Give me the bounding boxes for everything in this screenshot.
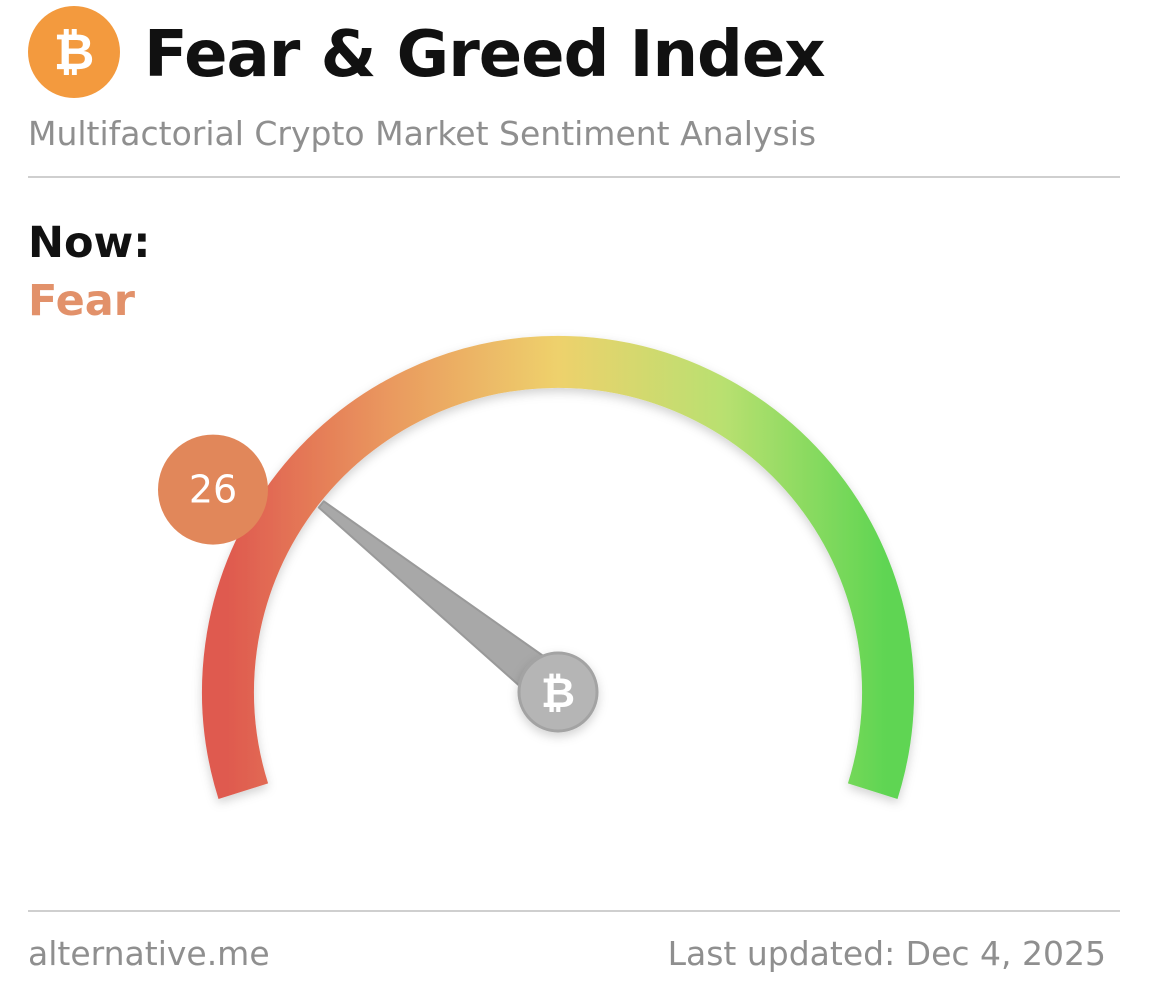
header-divider (28, 176, 1120, 178)
gauge-needle (317, 500, 572, 710)
source-link[interactable]: alternative.me (28, 934, 270, 973)
footer-divider (28, 910, 1120, 912)
page-title: Fear & Greed Index (144, 18, 826, 92)
gauge-hub: ₿ (517, 651, 599, 733)
bitcoin-logo-symbol: ₿ (54, 23, 95, 81)
value-badge: 26 (158, 434, 268, 545)
now-label: Now: (28, 218, 151, 268)
bitcoin-hub-symbol: ₿ (541, 668, 575, 717)
last-updated: Last updated: Dec 4, 2025 (667, 934, 1106, 973)
value-badge-circle (158, 434, 268, 545)
page-subtitle: Multifactorial Crypto Market Sentiment A… (28, 114, 817, 153)
gauge-arc (202, 335, 914, 799)
value-badge-label: 26 (189, 468, 237, 512)
bitcoin-logo-icon: ₿ (28, 6, 120, 98)
sentiment-classification: Fear (28, 276, 136, 326)
bitcoin-hub-icon (517, 651, 599, 733)
